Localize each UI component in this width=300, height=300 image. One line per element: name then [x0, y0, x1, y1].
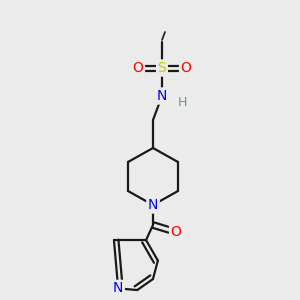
Text: H: H	[177, 97, 187, 110]
Text: N: N	[157, 89, 167, 103]
Text: S: S	[158, 61, 166, 75]
Text: N: N	[148, 198, 158, 212]
Text: O: O	[181, 61, 191, 75]
Text: O: O	[133, 61, 143, 75]
Text: O: O	[171, 225, 182, 239]
Text: N: N	[113, 281, 123, 296]
